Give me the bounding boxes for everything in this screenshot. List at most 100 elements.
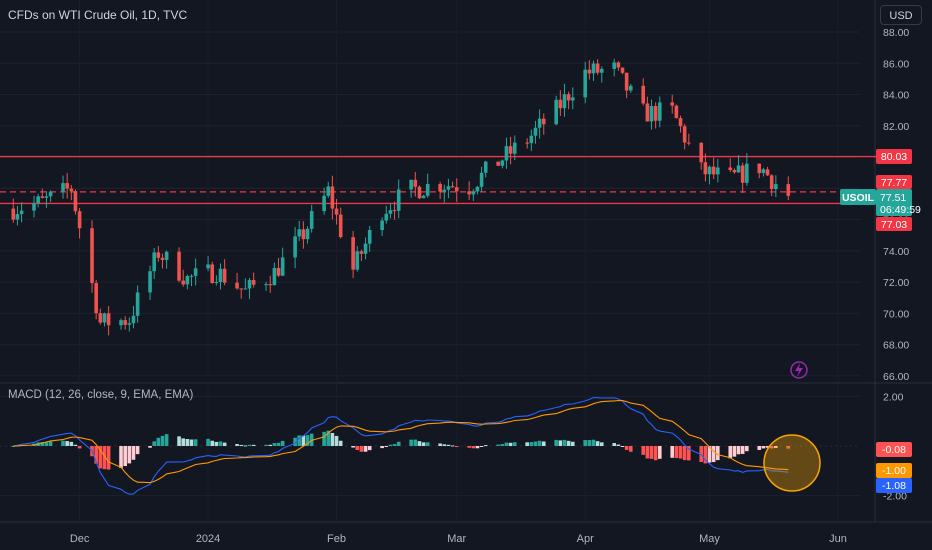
time-tick-label: Feb [327, 533, 346, 545]
candle-body [554, 99, 558, 125]
candle-body [628, 85, 633, 91]
candle [442, 184, 447, 203]
current-price-tag: 77.51 06:49:59 [876, 189, 921, 216]
candle-body [380, 220, 384, 231]
candle-body [425, 183, 430, 196]
macd-histogram-bar [728, 446, 733, 459]
macd-histogram-tag: -0.08 [876, 442, 912, 457]
candle-body [218, 268, 223, 283]
macd-histogram-bar [297, 435, 302, 446]
last-price-tag: 77.77 [876, 175, 912, 189]
candle-body [363, 243, 368, 254]
candle-body [537, 118, 542, 128]
macd-title: MACD (12, 26, close, 9, EMA, EMA) [8, 389, 194, 401]
macd-histogram-bar [181, 438, 186, 446]
candle-body [384, 213, 389, 221]
candle-body [61, 183, 65, 192]
price-axis: 88.0086.0084.0082.0080.0078.0076.0074.00… [883, 27, 909, 503]
macd-histogram-bar [678, 446, 683, 459]
macd-histogram-bar [251, 444, 256, 446]
candle [156, 245, 161, 262]
candle-body [322, 195, 326, 212]
candle [620, 67, 625, 75]
candle-body [774, 184, 778, 190]
macd-histogram-bar [525, 442, 529, 446]
candle [417, 185, 422, 200]
macd-histogram-bar [450, 445, 455, 447]
candle [388, 202, 393, 219]
macd-histogram-bar [774, 446, 778, 449]
candle-body [786, 184, 791, 196]
candle-body [309, 211, 314, 229]
support-tag-label: 77.03 [881, 219, 907, 231]
macd-histogram-bar [243, 445, 248, 447]
candle-body [268, 284, 273, 286]
candle-body [641, 85, 646, 104]
candle [786, 176, 791, 201]
candle [326, 181, 331, 198]
candle-body [11, 208, 16, 220]
symbol-label: USOIL [842, 192, 875, 204]
candle-body [338, 214, 343, 238]
candle-body [164, 251, 169, 260]
candle [413, 171, 418, 197]
candle-body [297, 229, 302, 237]
candle [293, 226, 297, 269]
candle [728, 158, 733, 173]
candle [757, 163, 762, 179]
candle [591, 60, 596, 81]
candle [206, 256, 210, 272]
current-price-label: 77.51 [880, 192, 906, 204]
resistance-tag-label: 80.03 [881, 151, 907, 163]
macd-histogram-bar [670, 446, 675, 458]
candle-body [687, 142, 691, 144]
macd-histogram-bar [44, 441, 49, 446]
candle [181, 269, 186, 287]
candle-body [475, 186, 480, 192]
candle-body [558, 99, 563, 109]
candle-body [214, 282, 219, 284]
candle-body [616, 62, 621, 68]
candle-body [359, 251, 364, 254]
macd-histogram-bar [326, 430, 331, 446]
candle [247, 277, 252, 300]
candle [504, 137, 509, 169]
macd-histogram-bar [363, 446, 368, 452]
macd-histogram-bar [264, 444, 268, 446]
candle-body [44, 196, 49, 198]
candle [276, 257, 281, 278]
candle-body [711, 166, 716, 175]
candle [123, 316, 127, 330]
candle [732, 168, 737, 174]
macd-histogram-bar [599, 442, 604, 446]
candle-body [595, 63, 600, 73]
candle-body [508, 146, 513, 154]
currency-button[interactable]: USD [880, 5, 922, 25]
candle-body [765, 169, 770, 176]
macd-histogram-bar [210, 440, 215, 446]
candle-body [131, 315, 136, 324]
candle-body [525, 142, 529, 144]
candle [264, 281, 268, 291]
macd-histogram-bar [541, 441, 546, 446]
candle-body [193, 268, 198, 276]
macd-histogram-bar [595, 441, 600, 446]
macd-histogram-bar [566, 440, 571, 446]
macd-histogram-bar [504, 442, 509, 446]
macd-histogram-bar [475, 446, 480, 449]
grid [0, 0, 932, 523]
macd-histogram-bar [177, 436, 181, 446]
macd-histogram-bar [148, 446, 152, 448]
candle [280, 247, 285, 277]
lightning-icon[interactable] [790, 361, 808, 379]
candle-body [396, 189, 401, 211]
candle-body [127, 323, 132, 325]
candle-body [305, 228, 310, 240]
candle-body [732, 169, 737, 173]
candle [19, 202, 24, 223]
symbol-tag[interactable]: USOIL [840, 189, 876, 205]
candle [272, 262, 277, 286]
macd-histogram-bar [268, 444, 273, 446]
candle-body [570, 97, 575, 101]
candle [98, 308, 103, 325]
